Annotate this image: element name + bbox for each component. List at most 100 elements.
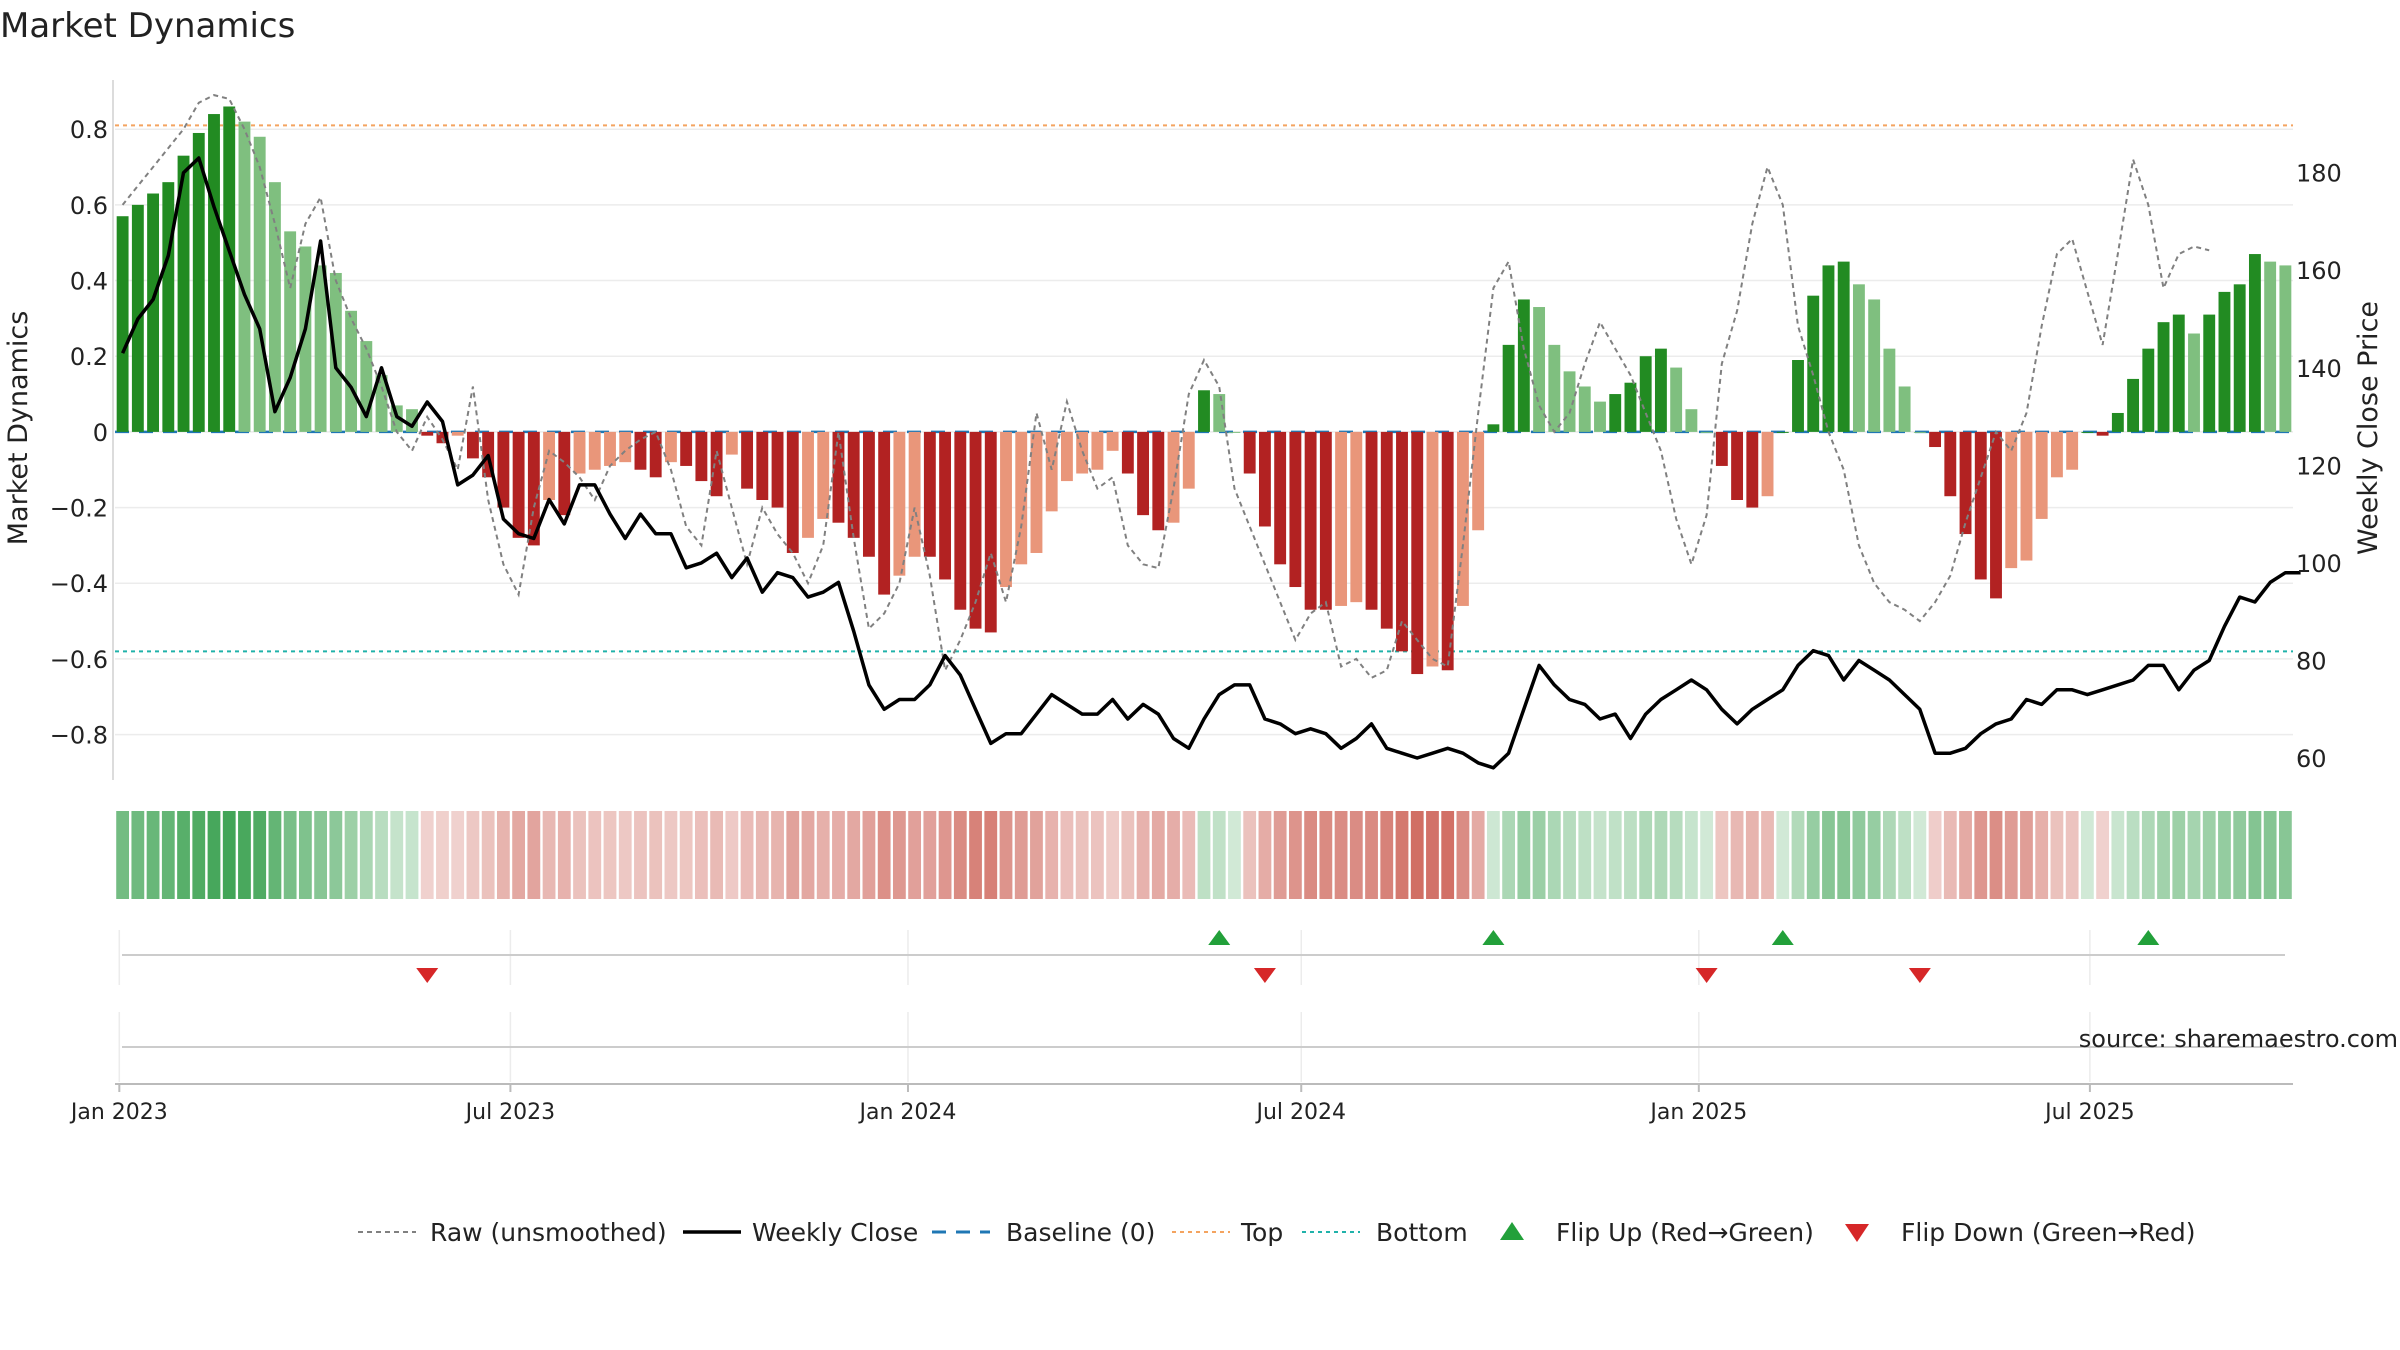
regime-cell (298, 811, 312, 899)
regime-cell (1882, 811, 1896, 899)
y-axis-label: Market Dynamics (3, 311, 34, 546)
dynamics-bar (1731, 431, 1744, 500)
dynamics-bar (208, 114, 220, 432)
regime-cell (786, 811, 800, 899)
regime-cell (1700, 811, 1714, 899)
dynamics-bar (192, 132, 205, 432)
dynamics-bar (1548, 344, 1561, 432)
dynamics-bar (451, 431, 464, 436)
dynamics-bar (1898, 386, 1911, 432)
dynamics-bar (1396, 431, 1408, 652)
regime-cell (146, 811, 160, 899)
regime-cell (481, 811, 495, 899)
dynamics-bar (954, 431, 967, 610)
y-tick-label: −0.6 (50, 646, 108, 674)
x-tick-label: Jul 2023 (464, 1100, 556, 1125)
regime-cell (2080, 811, 2094, 899)
dynamics-bar (2157, 322, 2170, 432)
regime-cell (329, 811, 343, 899)
dynamics-bar (1228, 431, 1241, 433)
regime-cell (999, 811, 1013, 899)
legend-item: Bottom (1302, 1218, 1468, 1247)
regime-cell (192, 811, 206, 899)
regime-cell (938, 811, 952, 899)
regime-cell (405, 811, 419, 899)
dynamics-bar (162, 182, 175, 432)
regime-cell (2065, 811, 2079, 899)
flip-up-marker (1771, 930, 1794, 945)
dynamics-bar (223, 106, 236, 432)
regime-cell (1563, 811, 1576, 899)
dynamics-bar (1578, 386, 1591, 432)
axes: 0.8 0.6 0.4 0.2 0 −0.2 −0.4 −0.6 −0.8 180 160 140 12… (50, 80, 2342, 780)
regime-cell (542, 811, 556, 899)
regime-cell (314, 811, 328, 899)
dynamics-bar (268, 182, 281, 432)
regime-cell (1486, 811, 1500, 899)
regime-cell (1014, 811, 1028, 899)
regime-cell (679, 811, 693, 899)
regime-cell (131, 811, 145, 899)
dynamics-bar (2111, 412, 2124, 432)
regime-cell (1167, 811, 1180, 899)
regime-cell (588, 811, 602, 899)
dynamics-bar (147, 193, 160, 432)
dynamics-bar (2279, 265, 2292, 432)
dynamics-bar (1426, 431, 1439, 667)
dynamics-bar (1289, 431, 1302, 588)
dynamics-bar (634, 431, 647, 470)
x-tick-label: Jul 2025 (2043, 1100, 2135, 1125)
regime-strip (116, 811, 2292, 899)
dynamics-bar (1121, 431, 1134, 474)
dynamics-bar (908, 431, 921, 557)
regime-cell (1913, 811, 1927, 899)
regime-cell (847, 811, 861, 899)
legend-item: Weekly Close (683, 1218, 918, 1247)
regime-cell (466, 811, 480, 899)
legend-label: Bottom (1376, 1218, 1468, 1247)
dynamics-bar (1137, 431, 1150, 516)
dynamics-bar (421, 431, 434, 436)
dynamics-bar (1182, 431, 1195, 489)
regime-cell (725, 811, 739, 899)
regime-cell (1471, 811, 1485, 899)
regime-cell (1106, 811, 1120, 899)
regime-cell (268, 811, 282, 899)
dynamics-bar (527, 431, 540, 546)
regime-cell (2172, 811, 2186, 899)
dynamics-bar (969, 431, 982, 629)
dynamics-bar (1944, 431, 1957, 497)
dynamics-bar (284, 231, 297, 432)
dynamics-bar (299, 246, 312, 432)
y-tick-label: −0.2 (50, 495, 108, 523)
regime-cell (1943, 811, 1957, 899)
regime-cell (1090, 811, 1104, 899)
regime-cell (1745, 811, 1759, 899)
dynamics-bar (512, 431, 525, 538)
x-axis: Jan 2023 Jul 2023 Jan 2024 Jul 2024 Jan 2025… (69, 1083, 2293, 1125)
regime-cell (1304, 811, 1318, 899)
dynamics-bar (1365, 431, 1378, 610)
regime-cell (2157, 811, 2170, 899)
regime-cell (1319, 811, 1333, 899)
y-tick-label: 0 (93, 419, 108, 447)
legend-label: Flip Up (Red→Green) (1556, 1218, 1814, 1247)
price-lines (121, 94, 2301, 770)
dynamics-bar (573, 431, 586, 474)
legend-swatch (1845, 1224, 1869, 1242)
y2-tick-label: 140 (2296, 355, 2342, 383)
regime-cell (1380, 811, 1394, 899)
legend-item: Raw (unsmoothed) (358, 1218, 667, 1247)
regime-cell (1852, 811, 1866, 899)
regime-cell (116, 811, 130, 899)
dynamics-bar (2233, 284, 2246, 432)
empty-panel (118, 1012, 2285, 1082)
dynamics-bar (604, 431, 616, 466)
regime-cell (1578, 811, 1592, 899)
dynamics-bar (1045, 431, 1058, 512)
legend-label: Top (1240, 1218, 1283, 1247)
dynamics-bar (497, 431, 510, 508)
dynamics-bar (786, 431, 799, 553)
dynamics-bar (1106, 431, 1119, 451)
